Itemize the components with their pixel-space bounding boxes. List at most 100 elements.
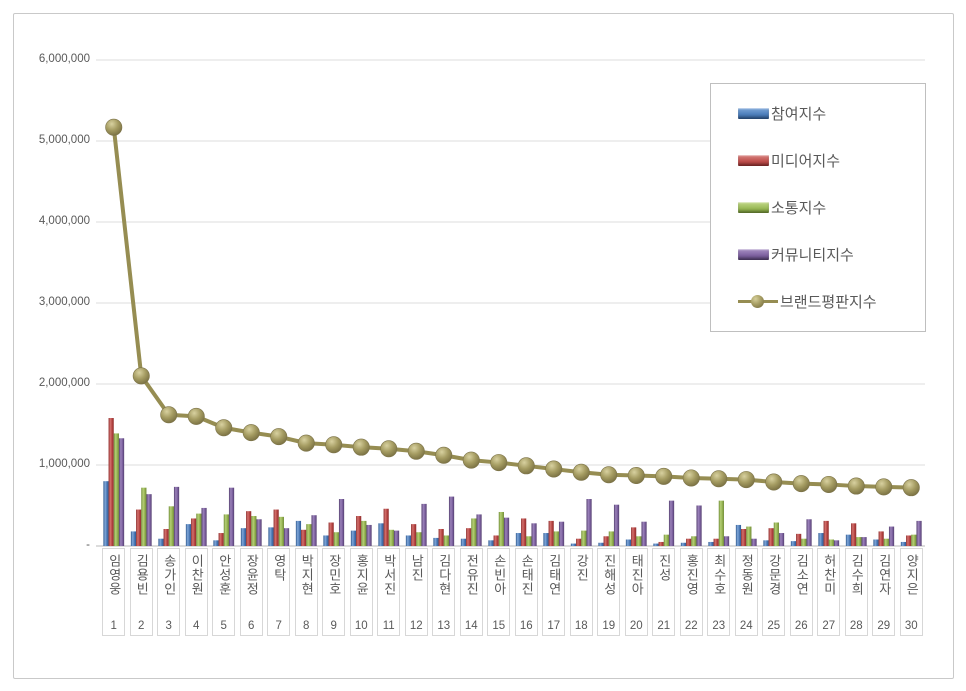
bar-참여지수-강진 [570, 543, 577, 546]
bar-소통지수-김용빈 [141, 487, 147, 546]
x-axis-category-cell: 남진 12 [404, 548, 428, 636]
legend-item-소통지수: 소통지수 [738, 188, 925, 228]
bar-소통지수-태진아 [636, 536, 642, 546]
legend-label: 커뮤니티지수 [771, 247, 854, 264]
x-axis-category-cell: 진해성 19 [597, 548, 621, 636]
legend-item-커뮤니티지수: 커뮤니티지수 [738, 235, 925, 275]
category-rank-label: 26 [794, 620, 808, 632]
bar-소통지수-김다현 [443, 535, 449, 546]
legend-label: 소통지수 [771, 200, 827, 217]
bar-소통지수-진성 [663, 534, 669, 546]
legend-label: 브랜드평판지수 [780, 294, 877, 311]
category-rank-label: 5 [220, 620, 227, 632]
bar-커뮤니티지수-홍진영 [696, 505, 702, 546]
bar-커뮤니티지수-강진 [586, 499, 592, 546]
bar-소통지수-남진 [416, 532, 422, 546]
y-axis-tick-label: 3,000,000 [38, 296, 90, 308]
bar-참여지수-김연자 [873, 539, 879, 546]
bar-미디어지수-남진 [411, 524, 417, 546]
bar-커뮤니티지수-송가인 [173, 486, 180, 546]
bar-커뮤니티지수-김소연 [806, 519, 812, 546]
category-rank-label: 14 [464, 620, 478, 632]
bar-커뮤니티지수-박서진 [393, 530, 400, 546]
category-name-label: 안성훈 [216, 554, 232, 596]
bar-커뮤니티지수-장윤정 [256, 519, 262, 546]
x-axis-category-cell: 김수희 28 [844, 548, 868, 636]
line-marker-진해성 [600, 466, 618, 484]
line-marker-태진아 [627, 467, 645, 485]
line-marker-영탁 [270, 428, 288, 446]
category-name-label: 전유진 [464, 554, 480, 596]
legend-item-브랜드평판지수: 브랜드평판지수 [738, 282, 925, 322]
line-marker-최수호 [710, 470, 728, 488]
bar-미디어지수-최수호 [713, 538, 719, 546]
bar-참여지수-김소연 [790, 541, 797, 546]
bar-소통지수-양지은 [911, 534, 917, 546]
x-axis-category-cell: 김소연 26 [789, 548, 813, 636]
line-marker-송가인 [160, 406, 178, 424]
category-rank-label: 9 [330, 620, 337, 632]
x-axis-category-cell: 김태연 17 [542, 548, 566, 636]
bar-참여지수-김태연 [543, 533, 549, 546]
category-name-label: 김다현 [436, 554, 452, 596]
bar-커뮤니티지수-홍지윤 [366, 524, 372, 546]
category-rank-label: 3 [165, 620, 172, 632]
category-name-label: 최수호 [711, 554, 727, 596]
y-axis-tick-label: 1,000,000 [38, 458, 90, 470]
bar-참여지수-정동원 [735, 524, 742, 546]
legend-swatch-blue-icon [738, 108, 769, 119]
bar-미디어지수-김다현 [438, 528, 444, 546]
bar-커뮤니티지수-남진 [421, 503, 427, 546]
bar-미디어지수-영탁 [273, 509, 279, 546]
category-rank-label: 10 [354, 620, 368, 632]
category-name-label: 손태진 [519, 554, 535, 596]
bar-참여지수-홍진영 [680, 542, 687, 546]
x-axis-category-cell: 김용빈 2 [129, 548, 153, 636]
bar-커뮤니티지수-안성훈 [228, 487, 235, 546]
bar-소통지수-정동원 [746, 526, 752, 546]
category-rank-label: 11 [382, 620, 395, 632]
line-marker-홍진영 [682, 469, 700, 487]
bar-미디어지수-김연자 [878, 531, 884, 546]
category-name-label: 영탁 [271, 554, 287, 582]
bar-소통지수-장윤정 [251, 516, 257, 546]
bar-참여지수-박서진 [378, 523, 384, 546]
category-rank-label: 23 [712, 620, 726, 632]
bar-참여지수-임영웅 [103, 481, 109, 546]
bar-소통지수-송가인 [168, 506, 174, 546]
category-name-label: 홍지윤 [354, 554, 370, 596]
line-marker-강진 [572, 463, 590, 481]
bar-소통지수-손빈아 [498, 511, 504, 546]
category-name-label: 진성 [656, 554, 672, 582]
bar-커뮤니티지수-김태연 [558, 521, 565, 546]
x-axis-category-cell: 손태진 16 [514, 548, 538, 636]
x-axis-category-cell: 허찬미 27 [817, 548, 841, 636]
line-marker-김용빈 [132, 367, 150, 385]
category-name-label: 김소연 [794, 554, 810, 596]
line-marker-남진 [407, 442, 425, 460]
category-name-label: 김용빈 [134, 554, 150, 596]
category-rank-label: 19 [602, 620, 616, 632]
category-name-label: 남진 [409, 554, 425, 582]
legend-item-참여지수: 참여지수 [738, 94, 925, 134]
category-name-label: 장윤정 [244, 554, 260, 596]
bar-참여지수-이찬원 [185, 524, 192, 546]
bar-소통지수-김수희 [856, 537, 862, 546]
bar-소통지수-박지현 [306, 524, 312, 546]
category-rank-label: 24 [739, 620, 753, 632]
category-rank-label: 28 [849, 620, 863, 632]
line-marker-안성훈 [215, 419, 233, 437]
x-axis-category-cell: 진성 21 [652, 548, 676, 636]
bar-커뮤니티지수-영탁 [283, 528, 290, 546]
category-rank-label: 8 [303, 620, 310, 632]
category-name-label: 박서진 [381, 554, 397, 596]
bar-소통지수-영탁 [278, 516, 284, 546]
category-name-label: 태진아 [629, 554, 645, 596]
x-axis-category-cell: 강진 18 [569, 548, 593, 636]
bar-미디어지수-박서진 [383, 508, 389, 546]
category-rank-label: 18 [574, 620, 588, 632]
bar-커뮤니티지수-진해성 [613, 504, 620, 546]
category-name-label: 정동원 [739, 554, 755, 596]
category-name-label: 강문경 [766, 554, 782, 596]
